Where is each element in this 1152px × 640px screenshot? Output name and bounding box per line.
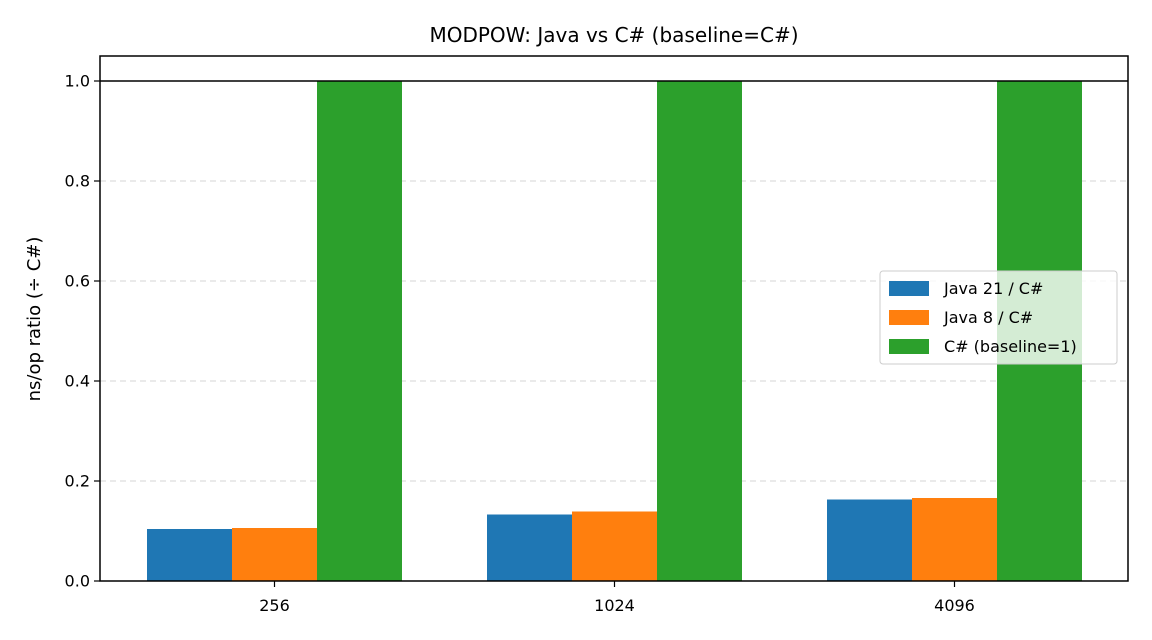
bar-java-1024 xyxy=(572,511,657,581)
grid xyxy=(100,180,1128,482)
bar-c#-256 xyxy=(317,81,402,581)
bar-c#-1024 xyxy=(657,81,742,581)
legend-swatch xyxy=(889,310,929,325)
bar-java-4096 xyxy=(912,498,997,581)
bar-java-1024 xyxy=(487,514,572,581)
bar-java-4096 xyxy=(827,499,912,581)
y-tick-label: 0.0 xyxy=(65,572,90,591)
y-axis-ticks: 0.0 0.2 0.4 0.6 0.8 1.0 xyxy=(65,72,100,591)
bars xyxy=(147,81,1082,581)
y-tick-label: 0.2 xyxy=(65,472,90,491)
x-tick-label: 1024 xyxy=(594,596,635,615)
legend-swatch xyxy=(889,339,929,354)
x-axis-ticks: 256 1024 4096 xyxy=(259,581,975,615)
chart-title: MODPOW: Java vs C# (baseline=C#) xyxy=(429,23,798,47)
legend-box xyxy=(879,270,1118,365)
legend-label: Java 21 / C# xyxy=(943,279,1043,298)
bar-java-256 xyxy=(147,529,232,581)
legend: Java 21 / C# Java 8 / C# C# (baseline=1) xyxy=(879,270,1118,365)
y-tick-label: 0.6 xyxy=(65,272,90,291)
legend-label: C# (baseline=1) xyxy=(944,337,1077,356)
legend-swatch xyxy=(889,281,929,296)
y-axis-label: ns/op ratio (÷ C#) xyxy=(24,237,45,402)
y-tick-label: 1.0 xyxy=(65,72,90,91)
x-tick-label: 4096 xyxy=(934,596,975,615)
bar-java-256 xyxy=(232,528,317,581)
legend-label: Java 8 / C# xyxy=(943,308,1033,327)
y-tick-label: 0.4 xyxy=(65,372,90,391)
y-tick-label: 0.8 xyxy=(65,172,90,191)
x-tick-label: 256 xyxy=(259,596,290,615)
